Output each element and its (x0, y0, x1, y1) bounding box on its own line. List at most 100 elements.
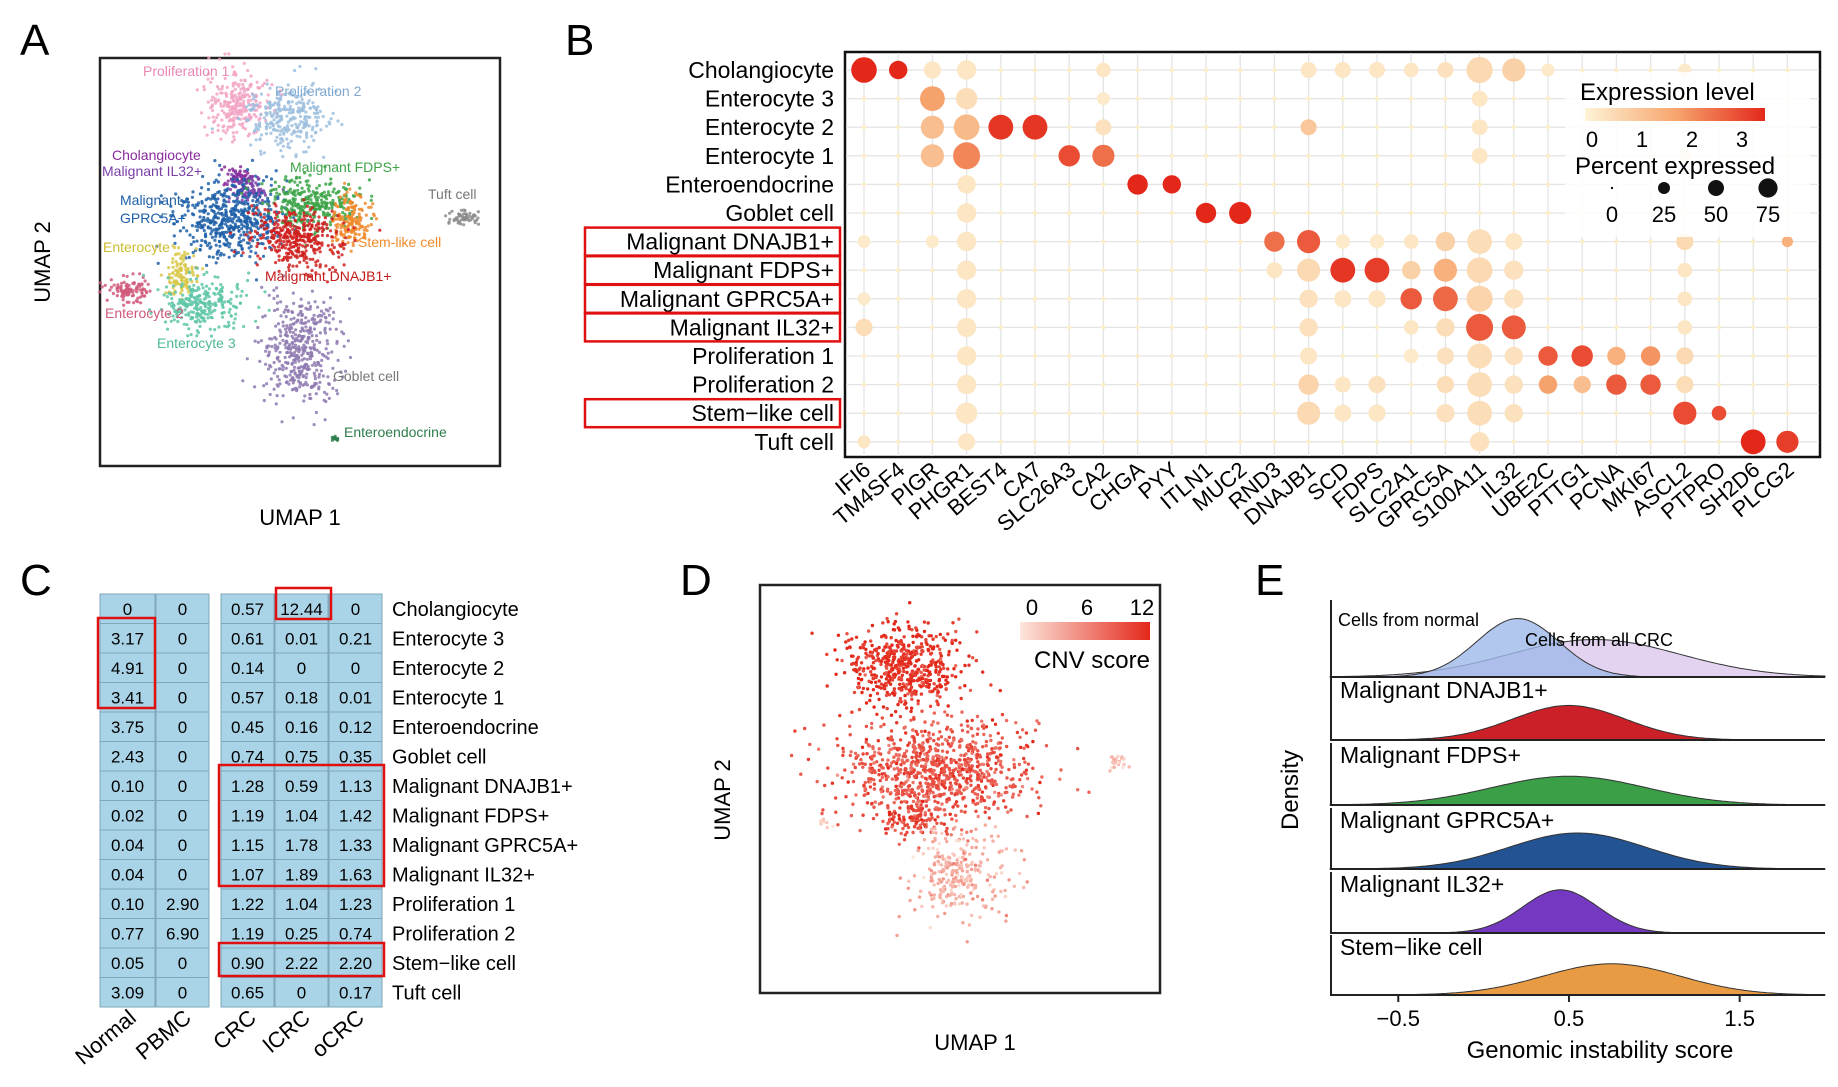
umap-cell-point (203, 204, 207, 208)
umap-cell-point (225, 100, 230, 104)
dot-background (1135, 353, 1140, 359)
umap-cell-point (326, 375, 330, 379)
dot-scd (1334, 376, 1351, 393)
umap-cell-point (288, 104, 292, 109)
umap-cell-point (233, 200, 237, 204)
umap-cell-point (180, 214, 184, 218)
cnv-cell-point (891, 658, 895, 662)
umap-cell-point (350, 210, 355, 214)
umap-cell-point (296, 313, 300, 317)
umap-cell-point (190, 195, 194, 199)
dot-fdps (1368, 290, 1386, 308)
umap-cell-point (331, 201, 335, 205)
cnv-cell-point (894, 761, 899, 766)
dot-gprc5a (1433, 258, 1457, 282)
umap-cell-point (275, 356, 279, 360)
cnv-cell-point (969, 774, 973, 778)
dot-background (1306, 182, 1311, 187)
dot-background (1340, 182, 1346, 187)
umap-cell-point (251, 212, 255, 216)
umap-cell-point (275, 135, 279, 139)
cnv-cell-point (920, 635, 924, 639)
dot-background (1409, 153, 1414, 158)
dot-slc2a1 (1403, 62, 1419, 78)
dotplot-row-label: Malignant GPRC5A+ (620, 286, 834, 312)
cnv-cell-point (864, 737, 869, 742)
umap-cell-point (370, 194, 374, 198)
umap-cell-point (341, 217, 345, 221)
umap-cell-point (138, 272, 142, 276)
cnv-cell-point (830, 781, 835, 785)
cluster-enterocyte-2 (98, 272, 152, 307)
cnv-cell-point (945, 675, 950, 679)
umap-cell-point (268, 103, 272, 107)
umap-cell-point (285, 114, 289, 118)
umap-cell-point (252, 188, 256, 192)
dot-background (1067, 67, 1072, 73)
umap-cell-point (231, 131, 235, 135)
dot-background (1340, 96, 1346, 101)
umap-cell-point (223, 213, 227, 217)
dot-s100a11 (1467, 372, 1492, 397)
dot-ca7 (1022, 114, 1048, 140)
umap-cell-point (339, 230, 343, 234)
umap-cell-point (288, 330, 292, 334)
cnv-cell-point (982, 772, 986, 777)
cnv-cell-point (927, 808, 931, 812)
dot-gprc5a (1437, 62, 1454, 78)
umap-cell-point (298, 114, 303, 118)
umap-cell-point (279, 94, 283, 99)
umap-cell-point (218, 57, 222, 61)
umap-cell-point (334, 437, 339, 441)
umap-cell-point (292, 316, 296, 320)
umap-cell-point (284, 315, 288, 319)
cnv-cell-point (856, 686, 861, 690)
umap-cell-point (195, 228, 199, 232)
umap-cell-point (328, 296, 333, 300)
umap-cell-point (339, 226, 343, 230)
umap-cell-point (251, 106, 255, 110)
dot-ascl2 (1676, 347, 1694, 365)
umap-cell-point (314, 201, 318, 205)
umap-cell-point (248, 83, 252, 87)
umap-cell-point (197, 220, 201, 224)
dot-background (998, 96, 1003, 101)
umap-cell-point (274, 368, 278, 372)
umap-cell-point (309, 201, 313, 205)
umap-cell-point (342, 201, 346, 205)
cnv-cell-point (998, 688, 1002, 693)
dot-background (1203, 125, 1209, 130)
umap-cell-point (279, 330, 283, 334)
umap-cell-point (218, 163, 222, 167)
cnv-cell-point (970, 751, 974, 755)
umap-cell-point (289, 378, 293, 382)
cnv-cell-point (932, 682, 936, 686)
umap-cell-point (214, 243, 218, 247)
cnv-cell-point (896, 702, 900, 707)
umap-cell-point (300, 208, 305, 212)
dot-tm4sf4 (889, 60, 908, 80)
umap-cell-point (218, 244, 222, 248)
umap-cell-point (281, 338, 285, 342)
umap-cell-point (276, 245, 280, 249)
dot-background (1032, 296, 1038, 301)
umap-cell-point (304, 150, 308, 154)
umap-cell-point (214, 178, 218, 182)
dot-background (1203, 67, 1209, 73)
umap-cell-point (248, 231, 252, 235)
umap-cell-point (334, 223, 338, 227)
cnv-cell-point (903, 702, 907, 706)
umap-cell-point (235, 110, 239, 114)
umap-cell-point (270, 236, 274, 240)
umap-cell-point (202, 228, 206, 233)
umap-cell-point (342, 206, 346, 210)
cnv-cell-point (881, 648, 886, 653)
dot-phgr1 (958, 433, 976, 451)
umap-cell-point (195, 88, 199, 92)
umap-cell-point (209, 226, 213, 230)
umap-cell-point (233, 184, 237, 188)
umap-cell-point (264, 105, 268, 109)
umap-cell-point (214, 261, 218, 265)
table-cell-value: 0.16 (285, 718, 318, 737)
cnv-cell-point (858, 828, 862, 833)
